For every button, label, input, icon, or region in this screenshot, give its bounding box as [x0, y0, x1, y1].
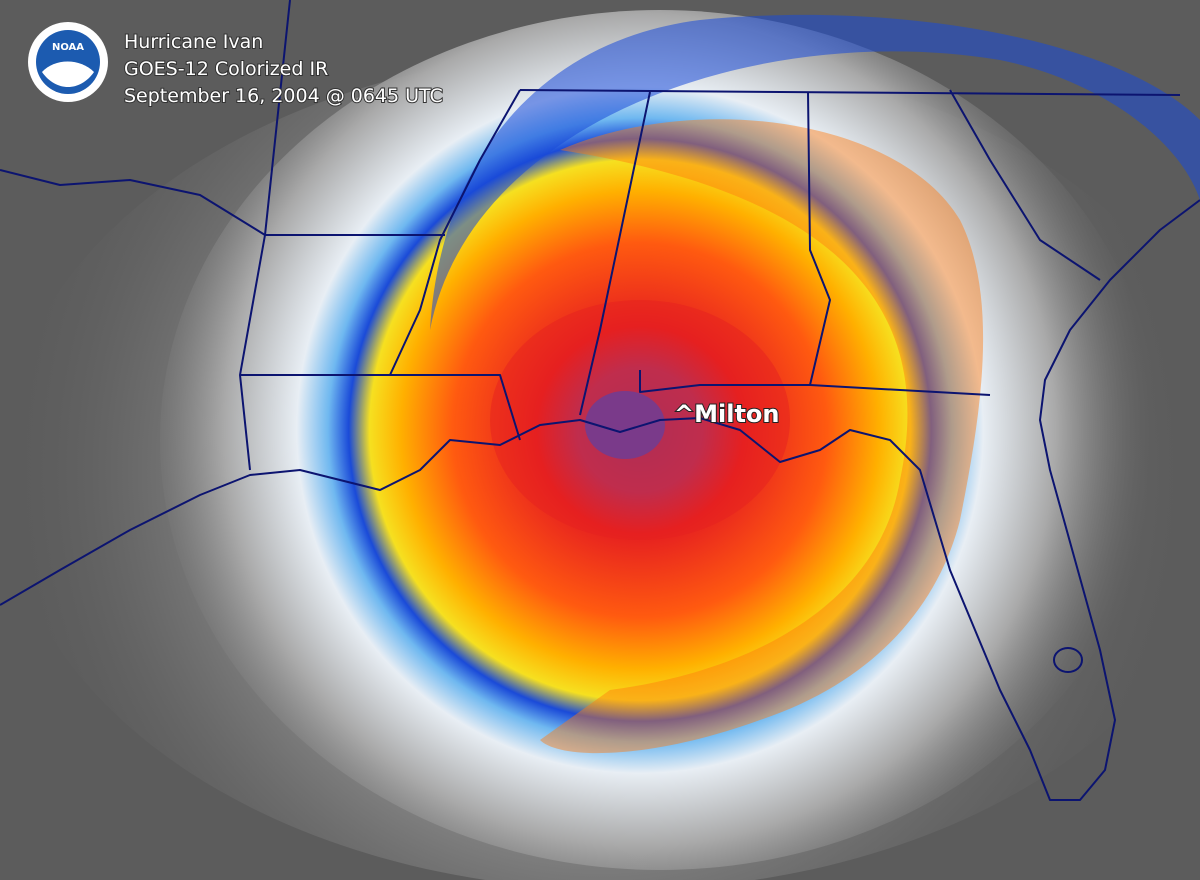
- subtitle: GOES-12 Colorized IR: [124, 58, 328, 80]
- eye: [585, 391, 665, 459]
- state-line: [579, 91, 651, 416]
- borders: [0, 0, 1200, 801]
- timestamp: September 16, 2004 @ 0645 UTC: [124, 85, 443, 107]
- state-line: [0, 169, 445, 236]
- state-line: [240, 374, 521, 441]
- state-line: [239, 0, 291, 471]
- spiral-band: [540, 119, 984, 754]
- state-line: [639, 370, 991, 396]
- location-label: ^Milton: [674, 400, 780, 428]
- state-line: [519, 89, 1181, 96]
- state-line: [389, 89, 521, 376]
- logo-label: NOAA: [52, 42, 84, 53]
- outer-band: [430, 14, 1200, 330]
- title: Hurricane Ivan: [124, 31, 263, 53]
- noaa-logo: NOAA: [28, 22, 108, 102]
- gulf-coastline: [0, 199, 1200, 801]
- lake: [1053, 647, 1083, 673]
- state-line: [949, 89, 1101, 281]
- logo-gull: [42, 61, 94, 87]
- state-line: [807, 91, 831, 386]
